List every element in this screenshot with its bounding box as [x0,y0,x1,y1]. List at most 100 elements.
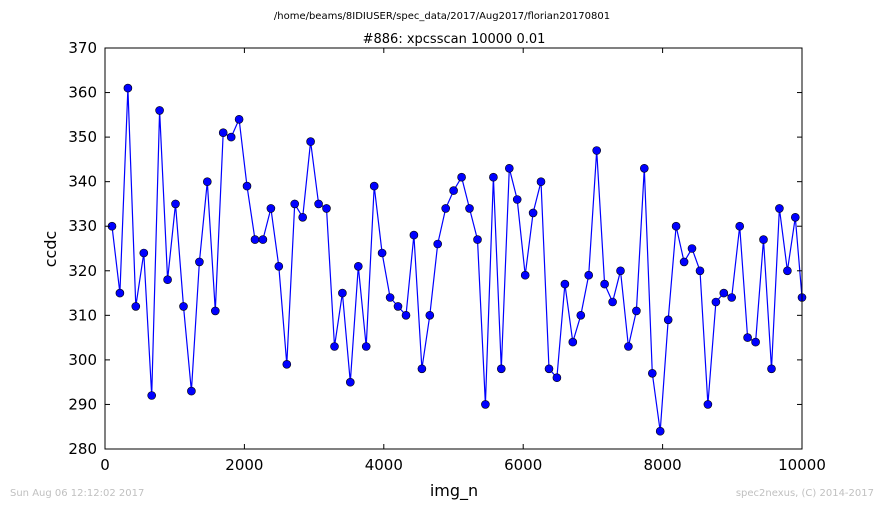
y-tick-label: 340 [68,173,97,191]
data-point [211,306,220,316]
plot-frame [104,47,803,450]
data-point [425,310,435,320]
y-tick-label: 360 [68,84,97,102]
data-point [647,368,657,378]
data-point [608,297,617,307]
data-point [298,213,308,222]
data-point [489,172,498,182]
data-point [385,293,395,302]
y-tick-label: 300 [68,351,97,369]
data-point [282,359,292,369]
y-tick-label: 290 [68,395,97,413]
data-point [584,270,594,280]
data-point [242,181,252,191]
data-point [361,342,371,351]
data-point [783,266,792,276]
data-point [187,386,196,396]
data-point [139,248,149,258]
plot-area [107,83,807,436]
data-point [147,391,156,400]
data-point [687,244,697,253]
data-point [353,261,363,271]
data-point [727,293,737,302]
data-point [290,199,300,209]
data-point [473,235,482,244]
data-point [481,400,490,409]
y-tick-label: 280 [68,440,97,458]
data-point [496,364,506,374]
series-line [111,88,803,432]
data-point [218,128,228,137]
y-tick-label: 320 [68,262,97,280]
data-point [790,213,800,222]
footer-credit: spec2nexus, (C) 2014-2017 [735,488,874,499]
x-tick-label: 2000 [225,456,263,474]
data-point [536,177,546,186]
data-point [250,235,260,244]
x-tick-label: 10000 [778,456,826,474]
data-point [743,333,752,342]
data-point [655,426,665,436]
data-point [163,275,172,285]
data-point [568,337,578,347]
data-point [226,132,236,142]
data-point [234,115,244,124]
data-point [465,204,474,213]
data-point [695,266,705,276]
y-axis-label: ccdc [41,231,60,268]
data-point [393,302,403,311]
data-point [330,342,339,351]
data-point [552,373,562,383]
data-point [520,270,530,280]
x-axis: 0 2000 4000 6000 8000 10000 [100,48,826,474]
data-point [751,337,760,347]
data-point [616,266,625,276]
data-point [632,306,641,316]
x-axis-label: img_n [430,481,478,501]
x-tick-label: 6000 [504,456,542,474]
data-point [759,235,768,244]
data-point [338,288,347,298]
y-tick-label: 370 [68,39,97,57]
data-point [306,137,315,146]
suptitle: /home/beams/8IDIUSER/spec_data/2017/Aug2… [274,11,610,22]
data-point [266,204,276,213]
data-point [131,302,141,311]
data-point [671,221,681,231]
data-point [377,248,387,258]
data-point [449,186,458,195]
data-point [433,239,443,249]
data-point [719,288,729,298]
y-axis: 280 290 300 310 320 330 340 350 360 370 [68,39,802,458]
x-tick-label: 4000 [365,456,403,474]
data-point [576,310,586,320]
data-point [322,204,331,213]
x-tick-label: 8000 [644,456,682,474]
data-point [314,199,323,209]
y-tick-label: 350 [68,128,97,146]
data-point [401,310,411,320]
data-point [171,199,180,209]
data-point [258,235,268,244]
data-point [735,221,745,231]
data-point [155,106,164,115]
data-point [560,279,570,289]
data-point [775,204,784,213]
data-point [203,177,212,186]
data-point [703,400,713,409]
y-tick-label: 310 [68,306,97,324]
footer-timestamp: Sun Aug 06 12:12:02 2017 [10,488,145,499]
data-point [600,279,609,289]
data-point [512,195,522,204]
data-point [369,181,379,191]
data-point [417,364,427,374]
data-point [711,297,721,307]
data-point [345,377,355,387]
data-point [409,230,419,240]
data-point [624,342,633,351]
data-point [639,164,649,173]
data-point [544,364,554,374]
chart-title: #886: xpcsscan 10000 0.01 [363,32,546,47]
data-point [528,208,538,218]
